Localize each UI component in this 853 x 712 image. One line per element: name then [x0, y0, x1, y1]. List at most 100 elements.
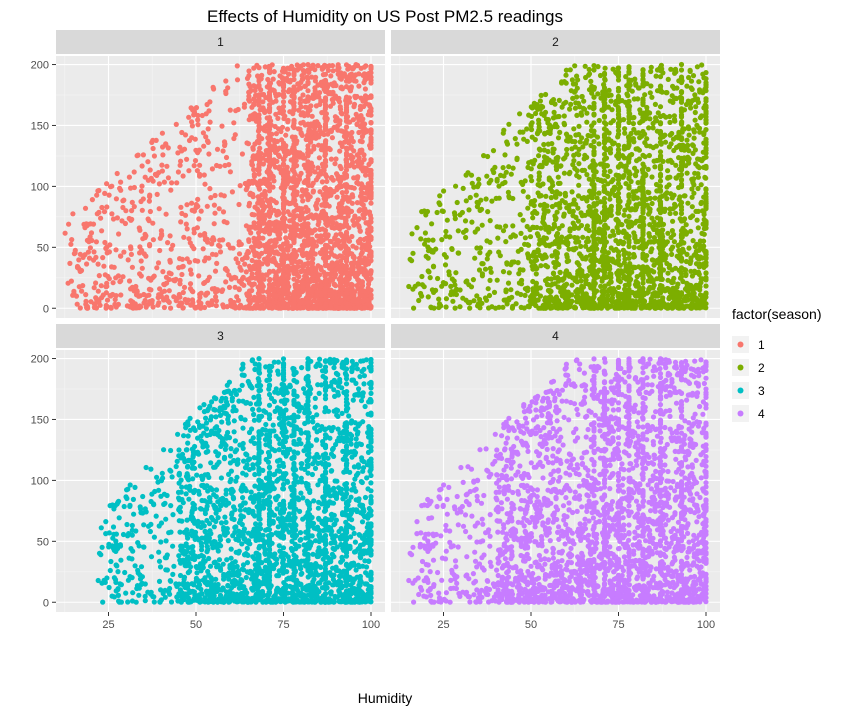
- data-point: [317, 101, 323, 107]
- data-point: [173, 121, 179, 127]
- data-point: [536, 117, 542, 123]
- data-point: [651, 269, 657, 275]
- data-point: [280, 197, 287, 203]
- data-point: [610, 177, 616, 183]
- data-point: [668, 246, 674, 252]
- data-point: [161, 304, 167, 311]
- data-point: [422, 241, 428, 247]
- data-point: [455, 228, 461, 234]
- data-point: [280, 91, 287, 97]
- data-point: [176, 303, 182, 309]
- data-point: [250, 297, 256, 303]
- data-point: [357, 138, 363, 144]
- data-point: [208, 195, 214, 201]
- data-point: [574, 287, 581, 293]
- data-point: [106, 192, 112, 198]
- data-point: [329, 174, 335, 181]
- data-point: [291, 250, 297, 256]
- data-point: [305, 214, 311, 220]
- data-point: [256, 116, 262, 122]
- data-point: [125, 257, 131, 263]
- data-point: [453, 270, 459, 276]
- data-point: [337, 292, 343, 298]
- data-point: [196, 147, 202, 153]
- data-point: [333, 267, 339, 273]
- data-point: [305, 62, 311, 68]
- data-point: [104, 297, 111, 303]
- data-point: [343, 263, 350, 269]
- data-point: [291, 169, 297, 175]
- data-point: [300, 155, 306, 161]
- data-point: [297, 305, 303, 311]
- data-point: [336, 263, 342, 269]
- data-point: [266, 219, 273, 225]
- data-point: [578, 243, 584, 249]
- data-point: [246, 73, 252, 79]
- data-point: [579, 112, 585, 118]
- data-point: [286, 284, 292, 290]
- data-point: [343, 230, 350, 236]
- data-point: [561, 113, 567, 119]
- data-point: [95, 261, 101, 267]
- data-point: [279, 124, 286, 130]
- data-point: [319, 283, 325, 289]
- data-point: [647, 284, 653, 290]
- data-point: [232, 305, 238, 311]
- data-point: [363, 197, 369, 203]
- data-point: [368, 225, 374, 231]
- data-point: [246, 98, 253, 104]
- data-point: [183, 221, 189, 227]
- data-point: [361, 156, 367, 162]
- data-point: [522, 178, 528, 184]
- data-point: [617, 262, 624, 268]
- data-point: [635, 180, 641, 186]
- data-point: [667, 113, 673, 120]
- data-point: [101, 209, 108, 215]
- data-point: [189, 119, 195, 125]
- data-point: [363, 210, 369, 216]
- data-point: [310, 249, 316, 255]
- data-point: [695, 99, 702, 105]
- data-point: [580, 105, 587, 111]
- data-point: [535, 233, 542, 239]
- data-point: [249, 115, 255, 121]
- data-point: [670, 218, 676, 224]
- data-point: [581, 98, 587, 104]
- data-point: [608, 212, 615, 218]
- data-point: [648, 68, 654, 75]
- data-point: [148, 287, 154, 293]
- data-point: [586, 176, 592, 182]
- data-point: [688, 105, 694, 111]
- data-point: [256, 234, 262, 240]
- data-point: [295, 126, 301, 132]
- data-point: [204, 203, 210, 209]
- data-point: [252, 111, 258, 117]
- data-point: [220, 148, 226, 154]
- data-point: [703, 175, 709, 181]
- data-point: [291, 294, 297, 300]
- data-point: [266, 208, 273, 215]
- data-point: [409, 231, 415, 237]
- data-point: [339, 243, 345, 249]
- data-point: [139, 163, 145, 169]
- data-point: [569, 282, 575, 288]
- data-point: [291, 93, 297, 99]
- data-point: [447, 234, 453, 240]
- data-point: [514, 141, 520, 147]
- data-point: [291, 223, 297, 229]
- data-point: [197, 232, 203, 238]
- data-point: [256, 65, 262, 71]
- data-point: [529, 263, 535, 269]
- data-point: [273, 293, 279, 299]
- data-point: [118, 278, 124, 284]
- data-point: [356, 223, 362, 229]
- data-point: [280, 214, 287, 220]
- data-point: [256, 182, 262, 188]
- data-point: [272, 140, 278, 146]
- data-point: [234, 77, 241, 83]
- data-point: [467, 305, 473, 311]
- data-point: [246, 81, 252, 87]
- data-point: [494, 277, 500, 283]
- data-point: [368, 64, 374, 71]
- data-point: [157, 235, 163, 241]
